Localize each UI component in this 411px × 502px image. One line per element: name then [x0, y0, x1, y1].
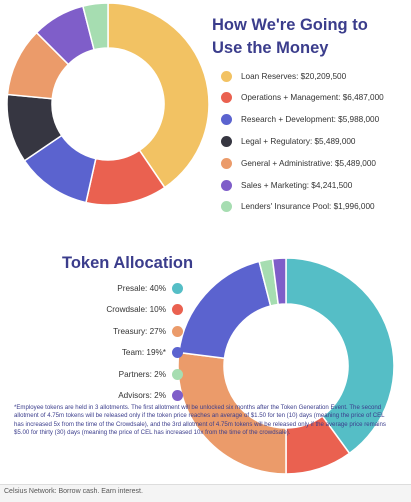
usage-legend-item-loan-reserves: Loan Reserves: $20,209,500 — [221, 68, 346, 84]
token-legend-label: Team: 19%* — [121, 348, 166, 357]
usage-legend-label: Legal + Regulatory: $5,489,000 — [241, 136, 356, 146]
token-slice-team — [178, 260, 272, 360]
usage-legend-label: Sales + Marketing: $4,241,500 — [241, 180, 353, 190]
usage-legend-item-legal-regulatory: Legal + Regulatory: $5,489,000 — [221, 133, 356, 149]
token-legend-item-partners: Partners: 2% — [119, 366, 183, 382]
usage-legend-item-operations-management: Operations + Management: $6,487,000 — [221, 90, 384, 106]
usage-chart-title: How We're Going to Use the Money — [212, 16, 368, 57]
usage-legend-swatch — [221, 70, 232, 82]
token-legend-swatch — [172, 282, 183, 294]
token-allocation-donut-chart — [177, 257, 395, 475]
token-legend-swatch — [172, 304, 183, 315]
token-legend-swatch — [172, 368, 183, 380]
usage-legend-label: Loan Reserves: $20,209,500 — [241, 71, 347, 81]
token-legend-label: Treasury: 27% — [113, 326, 166, 336]
usage-legend-label: Operations + Management: $6,487,000 — [241, 93, 384, 103]
footer-bar: Celsius Network: Borrow cash. Earn inter… — [0, 484, 411, 502]
token-slice-presale — [285, 257, 395, 455]
token-legend-label: Presale: 40% — [117, 283, 166, 293]
usage-legend-swatch — [221, 114, 232, 126]
usage-legend-swatch — [221, 157, 232, 169]
token-legend-label: Crowdsale: 10% — [106, 305, 166, 314]
token-legend-item-treasury: Treasury: 27% — [113, 323, 183, 339]
usage-legend-swatch — [221, 92, 232, 104]
usage-legend-swatch — [221, 135, 232, 147]
token-legend-label: Advisors: 2% — [118, 391, 166, 400]
usage-slice-loan-reserves — [107, 2, 210, 189]
usage-legend-item-lenders-insurance-pool: Lenders' Insurance Pool: $1,996,000 — [221, 199, 375, 215]
usage-legend-item-research-development: Research + Development: $5,988,000 — [221, 112, 379, 128]
token-slice-advisors — [271, 257, 287, 306]
token-legend-label: Partners: 2% — [118, 369, 166, 379]
usage-legend-label: Lenders' Insurance Pool: $1,996,000 — [241, 202, 375, 212]
usage-donut-chart — [6, 2, 210, 206]
usage-legend-label: General + Administrative: $5,489,000 — [241, 158, 376, 168]
token-legend-swatch — [172, 325, 183, 337]
token-legend-swatch — [172, 347, 183, 358]
usage-slice-lenders-insurance-pool — [81, 2, 109, 51]
usage-legend-item-general-administrative: General + Administrative: $5,489,000 — [221, 155, 376, 171]
token-chart-title: Token Allocation — [62, 254, 194, 272]
token-legend-item-advisors: Advisors: 2% — [118, 388, 183, 404]
footer-tagline: Celsius Network: Borrow cash. Earn inter… — [4, 488, 143, 495]
usage-legend-swatch — [221, 179, 232, 191]
token-legend-item-presale: Presale: 40% — [117, 280, 183, 296]
usage-legend-swatch — [221, 201, 232, 213]
usage-legend-item-sales-marketing: Sales + Marketing: $4,241,500 — [221, 177, 352, 193]
usage-legend-label: Research + Development: $5,988,000 — [241, 115, 380, 125]
employee-token-footnote: *Employee tokens are held in 3 allotment… — [14, 404, 386, 436]
token-legend-item-crowdsale: Crowdsale: 10% — [106, 302, 183, 318]
token-legend-item-team: Team: 19%* — [122, 345, 183, 361]
token-legend-swatch — [172, 390, 183, 401]
